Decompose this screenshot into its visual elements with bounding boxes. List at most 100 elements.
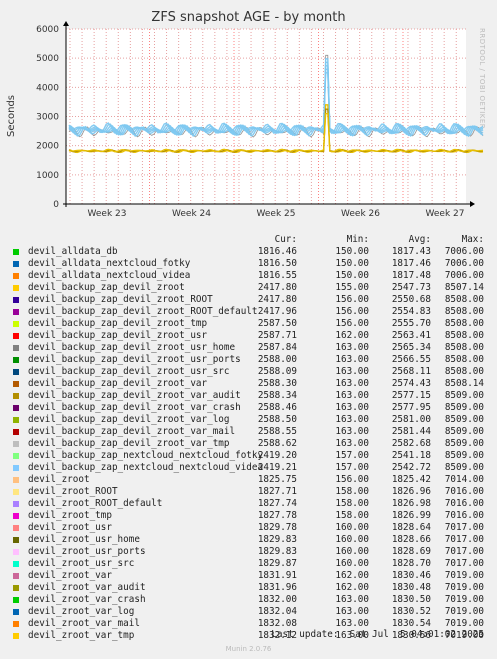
x-tick-label: Week 24 [172, 209, 211, 219]
upper-series-line [68, 72, 484, 135]
legend-min-value: 163.00 [335, 366, 369, 377]
legend-swatch [13, 381, 19, 387]
legend-swatch [13, 345, 19, 351]
y-tick-label: 1000 [36, 171, 59, 181]
legend-min-value: 155.00 [335, 282, 369, 293]
legend-min-value: 157.00 [335, 462, 369, 473]
legend-series-name: devil_zroot_var_audit [28, 582, 146, 593]
legend-avg-value: 2582.68 [391, 438, 431, 449]
legend-series-name: devil_backup_zap_devil_zroot_var_log [28, 414, 230, 425]
legend-row: devil_backup_zap_nextcloud_nextcloud_vid… [0, 462, 497, 474]
legend-avg-value: 2541.18 [391, 450, 431, 461]
legend-max-value: 7019.00 [444, 582, 484, 593]
legend-swatch [13, 321, 19, 327]
legend-avg-value: 1817.46 [391, 258, 431, 269]
legend-avg-value: 2555.70 [391, 318, 431, 329]
legend-swatch [13, 477, 19, 483]
legend-row: devil_backup_zap_devil_zroot_tmp 2587.50 1… [0, 318, 497, 330]
legend-avg-value: 2566.55 [391, 354, 431, 365]
legend-series-name: devil_zroot_ROOT_default [28, 498, 163, 509]
legend-swatch [13, 357, 19, 363]
legend-swatch [13, 285, 19, 291]
legend-avg-value: 1828.64 [391, 522, 431, 533]
legend-max-value: 7019.00 [444, 570, 484, 581]
legend-cur-value: 1832.04 [257, 606, 297, 617]
legend-row: devil_backup_zap_devil_zroot_usr_home 258… [0, 342, 497, 354]
x-tick-label: Week 26 [341, 209, 380, 219]
legend-max-value: 7016.00 [444, 498, 484, 509]
legend-swatch [13, 513, 19, 519]
legend-max-value: 7006.00 [444, 246, 484, 257]
legend-min-value: 160.00 [335, 522, 369, 533]
legend-avg-value: 2574.43 [391, 378, 431, 389]
legend-series-name: devil_backup_zap_devil_zroot_ROOT [28, 294, 213, 305]
y-axis-label: Seconds [6, 95, 17, 137]
legend-cur-value: 1827.71 [257, 486, 297, 497]
legend-max-value: 8508.00 [444, 318, 484, 329]
legend-avg-value: 1826.96 [391, 486, 431, 497]
legend-swatch [13, 261, 19, 267]
legend-cur-value: 1832.00 [257, 594, 297, 605]
legend-header: Cur: Min: Avg: Max: [0, 234, 497, 246]
legend-max-value: 7019.00 [444, 606, 484, 617]
legend-min-value: 163.00 [335, 402, 369, 413]
legend-swatch [13, 405, 19, 411]
legend-cur-value: 2419.20 [257, 450, 297, 461]
legend-row: devil_zroot 1825.75 156.00 1825.42 7014.00 [0, 474, 497, 486]
y-tick-labels: 0 1000 2000 3000 4000 5000 6000 [36, 25, 59, 210]
legend-avg-value: 1825.42 [391, 474, 431, 485]
legend-swatch [13, 489, 19, 495]
legend-cur-value: 1831.91 [257, 570, 297, 581]
lower-series-line [68, 112, 484, 153]
legend-series-name: devil_backup_zap_devil_zroot_usr [28, 330, 208, 341]
legend-series-name: devil_backup_zap_devil_zroot_usr_src [28, 366, 230, 377]
legend-cur-value: 2417.96 [257, 306, 297, 317]
legend-series-name: devil_backup_zap_devil_zroot_ROOT_defaul… [28, 306, 258, 317]
legend-row: devil_backup_zap_nextcloud_nextcloud_fot… [0, 450, 497, 462]
legend-max-value: 7019.00 [444, 594, 484, 605]
legend-cur-value: 2588.09 [257, 366, 297, 377]
legend-min-value: 158.00 [335, 510, 369, 521]
legend-series-name: devil_zroot_usr_src [28, 558, 135, 569]
legend-min-value: 150.00 [335, 258, 369, 269]
legend-series-name: devil_zroot_tmp [28, 510, 112, 521]
legend-series-name: devil_zroot_usr_home [28, 534, 140, 545]
legend-avg-value: 1830.50 [391, 594, 431, 605]
legend-max-value: 8508.00 [444, 330, 484, 341]
legend-swatch [13, 609, 19, 615]
legend-min-value: 160.00 [335, 534, 369, 545]
legend-row: devil_backup_zap_devil_zroot_var_mail 258… [0, 426, 497, 438]
legend-swatch [13, 333, 19, 339]
legend-series-name: devil_backup_zap_devil_zroot_usr_home [28, 342, 236, 353]
legend-min-value: 162.00 [335, 330, 369, 341]
legend-min-value: 163.00 [335, 390, 369, 401]
legend-swatch [13, 561, 19, 567]
min-header: Min: [346, 234, 369, 245]
legend-cur-value: 2588.62 [257, 438, 297, 449]
legend: Cur: Min: Avg: Max: devil_alldata_db 1816… [0, 234, 497, 642]
legend-max-value: 7017.00 [444, 558, 484, 569]
legend-avg-value: 2581.44 [391, 426, 431, 437]
legend-cur-value: 1816.55 [257, 270, 297, 281]
legend-row: devil_backup_zap_devil_zroot_var_tmp 2588… [0, 438, 497, 450]
legend-cur-value: 2588.30 [257, 378, 297, 389]
legend-min-value: 156.00 [335, 474, 369, 485]
legend-max-value: 7006.00 [444, 258, 484, 269]
legend-max-value: 7016.00 [444, 486, 484, 497]
legend-row: devil_zroot_var 1831.91 162.00 1830.46 7019.… [0, 570, 497, 582]
legend-series-name: devil_backup_zap_devil_zroot_var_audit [28, 390, 241, 401]
legend-min-value: 163.00 [335, 426, 369, 437]
legend-series-name: devil_backup_zap_nextcloud_nextcloud_fot… [28, 450, 264, 461]
legend-avg-value: 1826.99 [391, 510, 431, 521]
legend-row: devil_backup_zap_devil_zroot_var_crash 25… [0, 402, 497, 414]
legend-swatch [13, 573, 19, 579]
legend-max-value: 7019.00 [444, 618, 484, 629]
legend-swatch [13, 549, 19, 555]
legend-min-value: 157.00 [335, 450, 369, 461]
legend-row: devil_zroot_tmp 1827.78 158.00 1826.99 7016.… [0, 510, 497, 522]
legend-cur-value: 1829.87 [257, 558, 297, 569]
legend-row: devil_zroot_usr 1829.78 160.00 1828.64 7017.… [0, 522, 497, 534]
legend-max-value: 7016.00 [444, 510, 484, 521]
legend-max-value: 8507.14 [444, 282, 484, 293]
legend-max-value: 7017.00 [444, 546, 484, 557]
